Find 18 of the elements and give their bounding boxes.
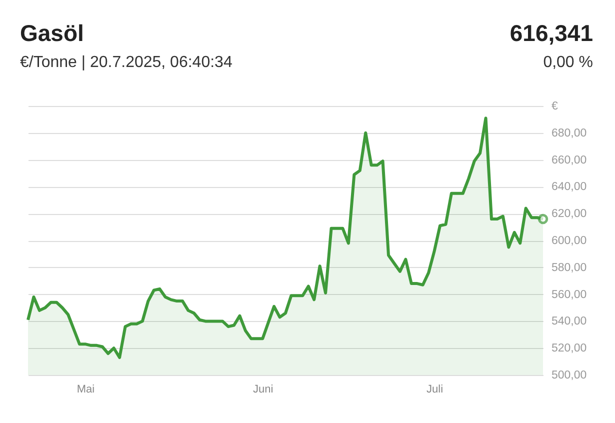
chart-subtitle: €/Tonne | 20.7.2025, 06:40:34 — [20, 54, 232, 72]
y-tick-label: 500,00 — [552, 370, 587, 382]
y-tick-label: 560,00 — [552, 288, 587, 301]
text: 0,00 % — [543, 54, 593, 72]
y-tick-label: 680,00 — [552, 127, 587, 140]
chart-title: Gasöl — [20, 20, 84, 47]
y-tick-label: 540,00 — [552, 316, 587, 328]
x-tick-label: Juni — [253, 384, 274, 396]
y-tick-label: 580,00 — [552, 262, 587, 274]
y-tick-label: 660,00 — [552, 154, 587, 166]
y-tick-label: € — [552, 100, 558, 112]
y-tick-label: 520,00 — [552, 342, 587, 355]
y-tick-label: 640,00 — [552, 181, 587, 194]
y-tick-label: 620,00 — [552, 208, 587, 220]
x-tick-label: Juli — [426, 384, 444, 396]
text: 616,341 — [510, 20, 593, 47]
y-tick-label: 600,00 — [552, 235, 587, 247]
x-tick-label: Mai — [76, 384, 95, 396]
